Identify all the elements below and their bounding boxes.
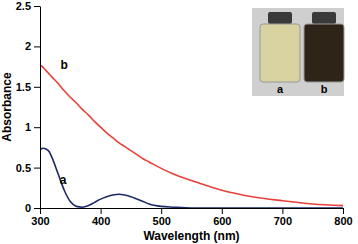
inset-label: b — [321, 83, 328, 95]
annotation: b — [61, 58, 68, 72]
tick: 2.5 — [16, 0, 40, 12]
y-axis-title: Absorbance — [0, 72, 14, 142]
tick-mark — [161, 208, 162, 214]
tick-label: 300 — [31, 215, 49, 227]
tick-mark — [222, 208, 223, 214]
inset-label: a — [277, 83, 284, 95]
tick-mark — [40, 208, 41, 214]
tick-label: 2 — [25, 40, 31, 52]
tick: 800 — [334, 208, 352, 227]
tick-mark — [101, 208, 102, 214]
tick: 0 — [25, 202, 40, 214]
x-axis-title: Wavelength (nm) — [143, 229, 239, 243]
tick-mark — [282, 208, 283, 214]
tick: 1 — [25, 121, 40, 133]
inset-background — [252, 8, 344, 96]
inset-photo — [252, 8, 344, 96]
tick-mark — [343, 208, 344, 214]
tick: 500 — [153, 208, 171, 227]
tick-label: 0 — [25, 202, 31, 214]
tick-mark — [34, 46, 40, 47]
tick-label: 700 — [274, 215, 292, 227]
tick-label: 1 — [25, 121, 31, 133]
annotations: ab — [60, 58, 68, 187]
tick: 700 — [274, 208, 292, 227]
x-axis: 300 400 500 600 700 800 — [31, 208, 352, 227]
tick-mark — [34, 168, 40, 169]
y-axis: 0 0.5 1 1.5 2 2.5 — [16, 0, 41, 214]
tick-label: 500 — [153, 215, 171, 227]
tick-mark — [34, 87, 40, 88]
chart: 30040050060070080000.511.522.5abWaveleng… — [0, 0, 358, 244]
vial-cap — [312, 12, 336, 24]
tick-mark — [34, 6, 40, 7]
vial — [304, 24, 344, 82]
tick: 400 — [92, 208, 110, 227]
lines — [40, 65, 343, 208]
tick: 300 — [31, 208, 49, 227]
tick: 600 — [213, 208, 231, 227]
tick-label: 600 — [213, 215, 231, 227]
inset-labels: ab — [277, 83, 328, 95]
axis-line — [40, 7, 41, 209]
series-line — [40, 148, 343, 208]
axis-line — [41, 208, 344, 209]
tick-label: 0.5 — [16, 162, 31, 174]
tick-label: 2.5 — [16, 0, 31, 12]
vial — [260, 24, 300, 82]
tick-label: 1.5 — [16, 81, 31, 93]
tick-mark — [34, 127, 40, 128]
tick-label: 400 — [92, 215, 110, 227]
tick-mark — [34, 208, 40, 209]
vial-cap — [268, 12, 292, 24]
tick: 0.5 — [16, 162, 40, 174]
tick: 2 — [25, 40, 40, 52]
series-line — [40, 65, 343, 206]
tick: 1.5 — [16, 81, 40, 93]
tick-label: 800 — [334, 215, 352, 227]
plot-area: 300 400 500 600 700 800 0 0.5 1 1.5 2 2.5 — [16, 0, 353, 227]
annotation: a — [60, 173, 67, 187]
